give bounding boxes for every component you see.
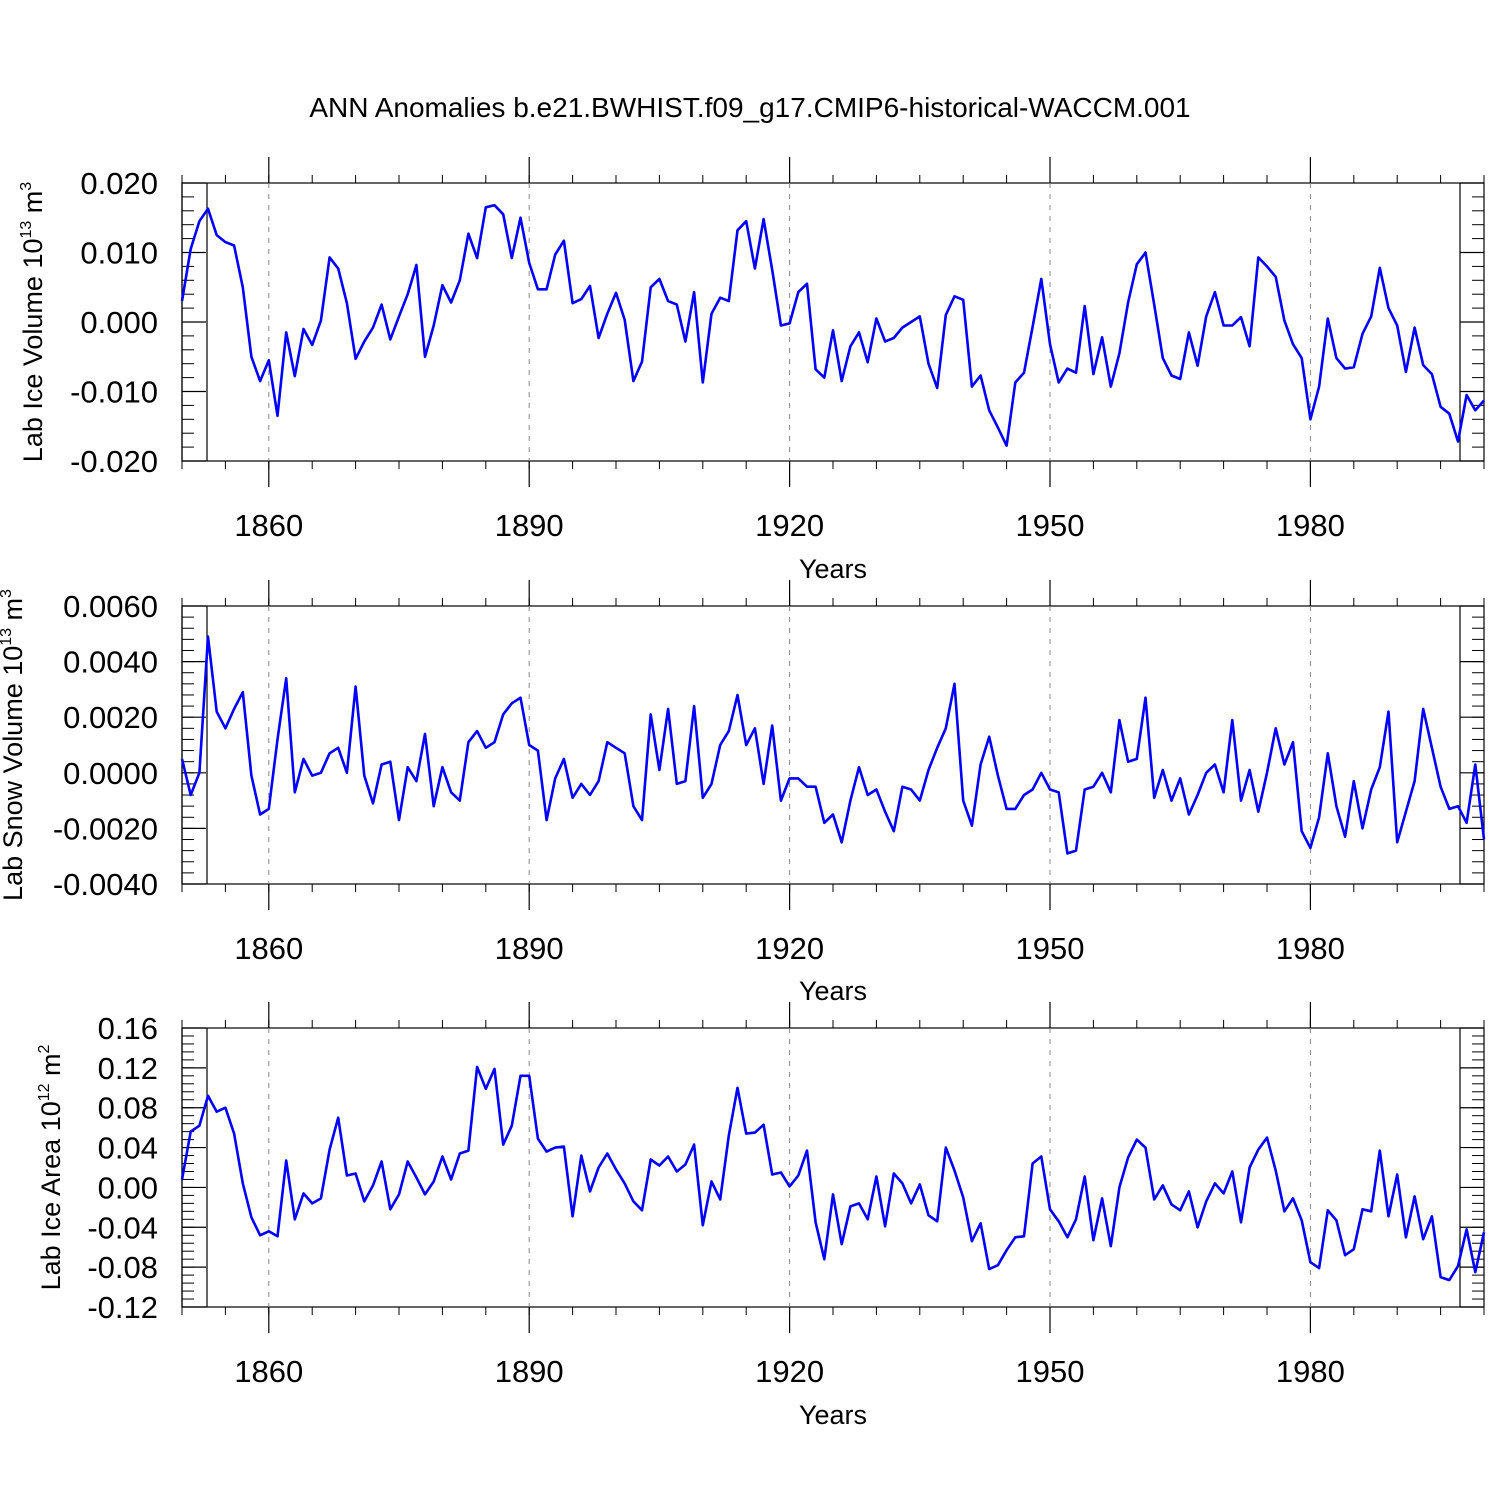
x-axis-title: Years — [799, 976, 867, 1006]
x-tick-label: 1860 — [234, 508, 303, 543]
series-line — [180, 1065, 1486, 1282]
x-tick-label: 1920 — [755, 1354, 824, 1389]
y-tick-label: 0.0020 — [63, 700, 158, 735]
y-tick-label: -0.0020 — [53, 811, 158, 846]
y-tick-label: -0.0040 — [53, 867, 158, 902]
y-tick-label: 0.0040 — [63, 645, 158, 680]
y-tick-label: -0.020 — [70, 444, 158, 479]
x-tick-label: 1920 — [755, 931, 824, 966]
y-tick-label: 0.020 — [80, 166, 158, 201]
chart-panel-3: 1860 1890 1920 1950 1980 -0.12 -0.08 -0.04 0.00 0… — [36, 1002, 1486, 1430]
x-tick-label: 1950 — [1016, 1354, 1085, 1389]
series-line — [180, 635, 1486, 855]
series-line — [180, 203, 1485, 448]
y-tick-label: 0.04 — [98, 1131, 158, 1166]
x-tick-label: 1980 — [1276, 1354, 1345, 1389]
y-tick-label: 0.08 — [98, 1091, 158, 1126]
y-axis-title: Lab Ice Volume 1013 m3 — [18, 182, 48, 462]
y-axis-title: Lab Snow Volume 1013 m3 — [0, 589, 28, 901]
y-tick-label: -0.08 — [87, 1250, 158, 1285]
y-tick-label: -0.12 — [87, 1290, 158, 1325]
y-tick-label: 0.00 — [98, 1170, 158, 1205]
y-tick-label: -0.04 — [87, 1210, 158, 1245]
chart-title: ANN Anomalies b.e21.BWHIST.f09_g17.CMIP6… — [309, 92, 1191, 123]
y-tick-label: 0.0000 — [63, 756, 158, 791]
y-tick-label: 0.000 — [80, 305, 158, 340]
plot-frame — [181, 605, 1485, 885]
x-tick-label: 1890 — [495, 1354, 564, 1389]
chart-panel-1: 1860 1890 1920 1950 1980 -0.020 -0.010 0.000 0.0… — [18, 157, 1485, 584]
x-axis-title: Years — [799, 554, 867, 584]
y-tick-label: 0.0060 — [63, 589, 158, 624]
x-tick-label: 1890 — [495, 931, 564, 966]
x-tick-label: 1950 — [1016, 931, 1085, 966]
y-tick-label: 0.16 — [98, 1011, 158, 1046]
y-tick-label: -0.010 — [70, 375, 158, 410]
x-tick-label: 1950 — [1016, 508, 1085, 543]
x-tick-label: 1980 — [1276, 931, 1345, 966]
chart-panel-2: 1860 1890 1920 1950 1980 -0.0040 -0.0020 0.0000… — [0, 580, 1486, 1006]
x-tick-label: 1920 — [755, 508, 824, 543]
x-tick-label: 1860 — [234, 931, 303, 966]
x-tick-label: 1890 — [495, 508, 564, 543]
plot-frame — [181, 182, 1485, 462]
plot-frame — [181, 1027, 1485, 1308]
y-axis-title: Lab Ice Area 1012 m2 — [36, 1044, 66, 1290]
x-tick-label: 1860 — [234, 1354, 303, 1389]
x-tick-label: 1980 — [1276, 508, 1345, 543]
y-tick-label: 0.12 — [98, 1051, 158, 1086]
y-tick-label: 0.010 — [80, 236, 158, 271]
x-axis-title: Years — [799, 1400, 867, 1430]
